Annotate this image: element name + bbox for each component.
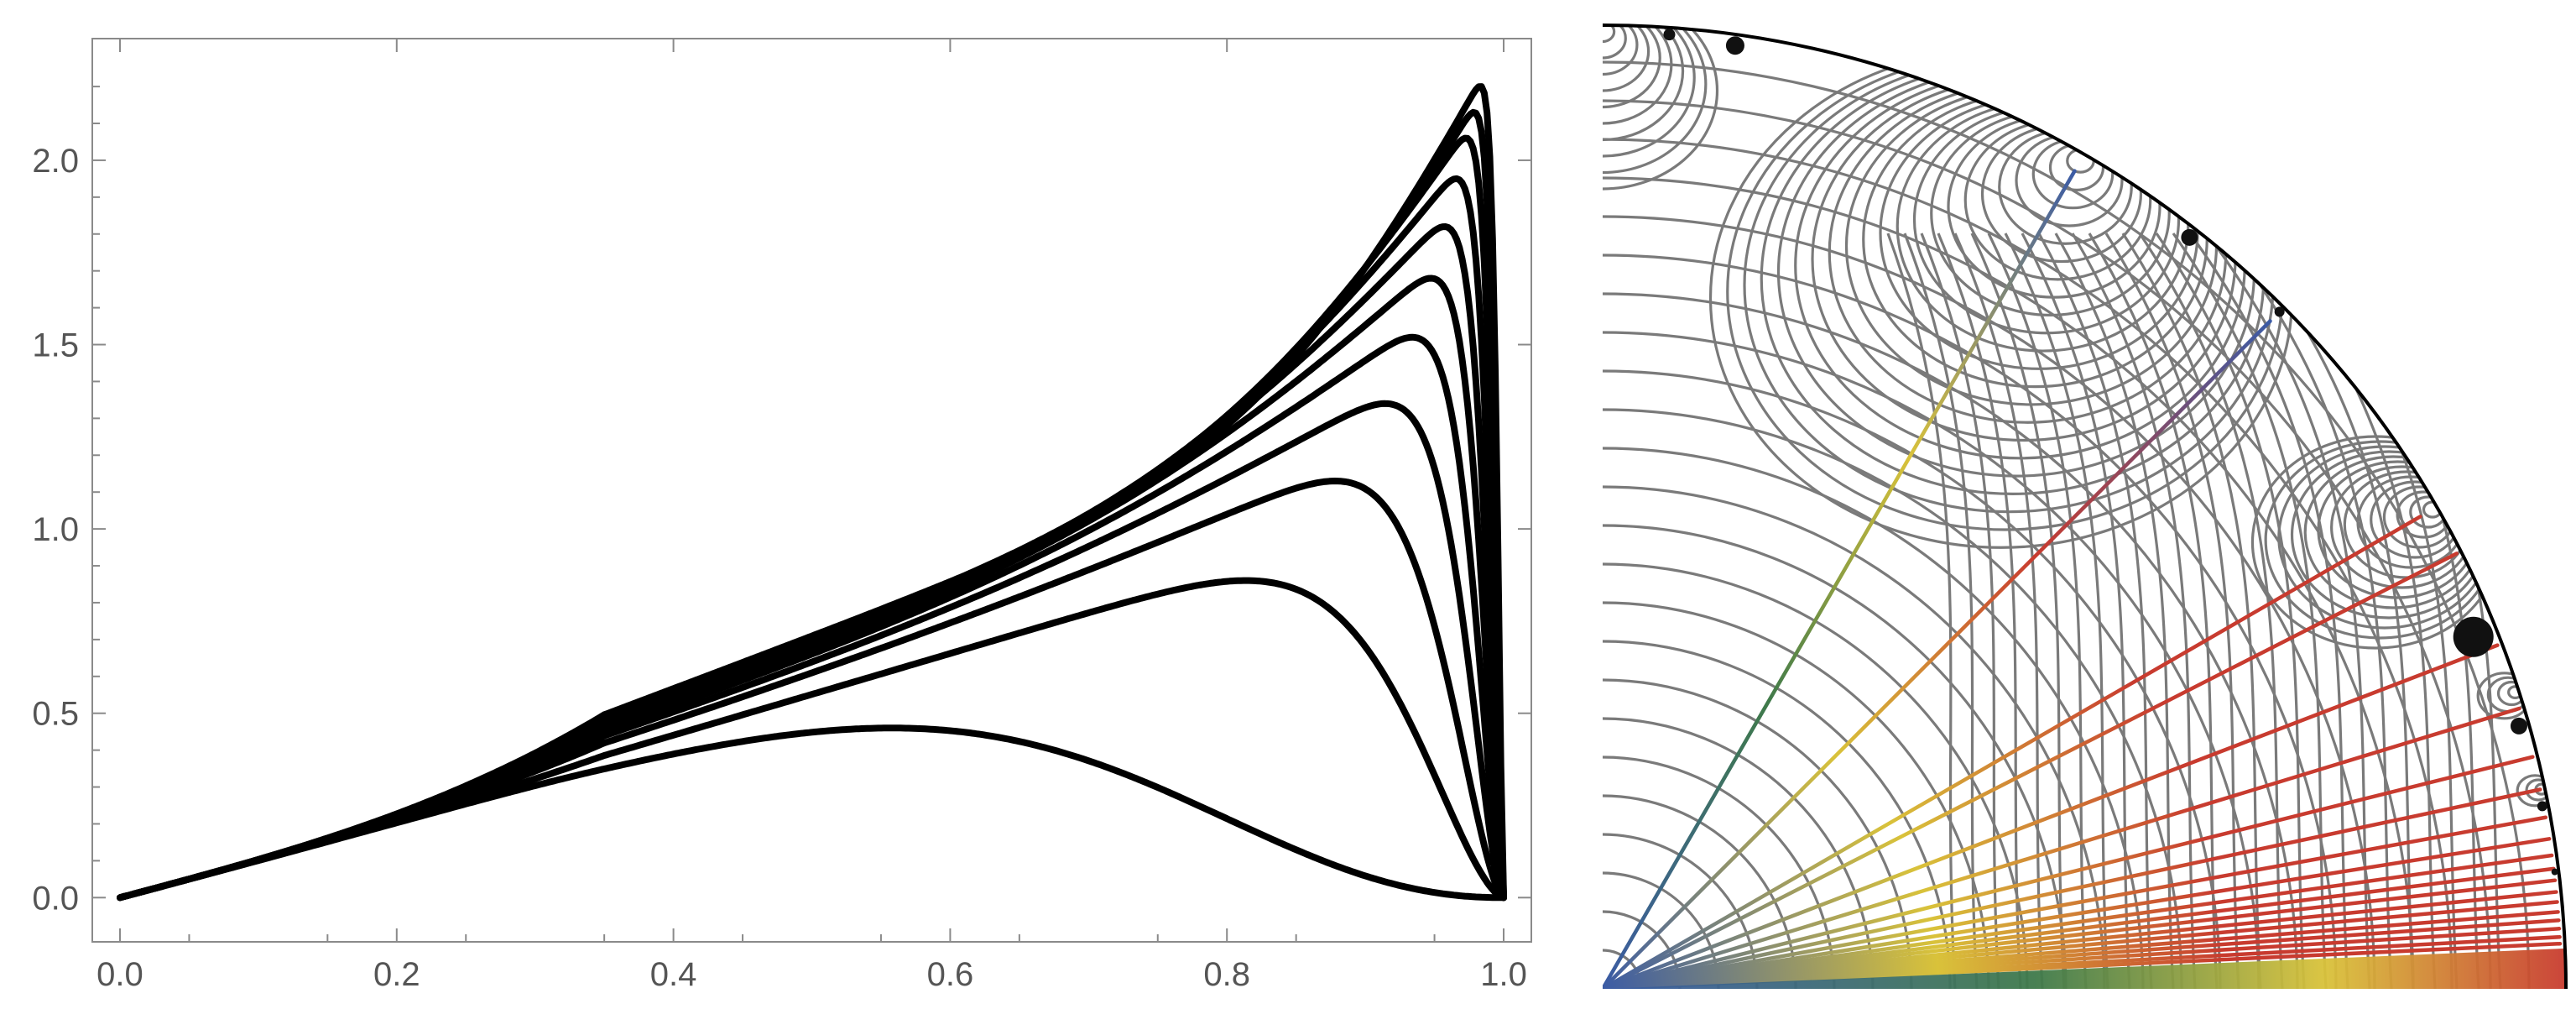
colored-rays <box>1603 169 2563 989</box>
contour-line <box>1603 25 1661 109</box>
boundary-dot <box>2181 228 2198 246</box>
x-tick-label: 0.2 <box>373 956 420 993</box>
x-tick-label: 0.8 <box>1203 956 1250 993</box>
curve-series <box>117 83 1507 902</box>
contour-line <box>1603 25 1627 60</box>
contour-line <box>2021 233 2131 989</box>
y-tick-label: 0.5 <box>32 696 79 733</box>
contour-line <box>2239 233 2415 989</box>
contour-line <box>1603 25 1719 191</box>
y-axis-ticks: 0.0 0.5 1.0 1.5 2.0 <box>32 86 1531 917</box>
colored-ray <box>1603 319 2272 989</box>
x-tick-label: 0.4 <box>650 956 697 993</box>
contour-line <box>2205 233 2371 989</box>
curve-line <box>117 724 1507 902</box>
y-tick-label: 0.0 <box>32 880 79 917</box>
y-tick-label: 2.0 <box>32 143 79 180</box>
boundary-dots <box>1663 29 2558 876</box>
contour-lines <box>1603 25 2554 989</box>
boundary-dot <box>2551 868 2558 876</box>
curve-line <box>117 83 1507 902</box>
x-axis-ticks: 0.0 0.2 0.4 0.6 0.8 1.0 <box>96 39 1527 993</box>
boundary-dot <box>2453 616 2494 657</box>
contour-line <box>2172 233 2328 989</box>
contour-line <box>1903 233 1979 989</box>
contour-line <box>2155 233 2306 989</box>
quarter-circle-boundary <box>1602 24 2568 990</box>
contour-line <box>1603 25 1616 44</box>
contour-line <box>1603 25 1673 125</box>
colored-ray <box>1603 837 2552 989</box>
x-tick-label: 0.6 <box>927 956 974 993</box>
x-tick-label: 0.0 <box>96 956 143 993</box>
colored-ray <box>1603 755 2535 989</box>
boundary-dot <box>2510 717 2527 735</box>
left-line-chart: 0.0 0.2 0.4 0.6 0.8 1.0 0.0 0.5 1.0 1.5 2.0 <box>32 38 1532 993</box>
boundary-dot <box>2537 801 2547 812</box>
contour-line <box>2121 233 2262 989</box>
x-tick-label: 1.0 <box>1480 956 1527 993</box>
colored-ray <box>1603 878 2558 989</box>
contour-line <box>1603 25 1696 158</box>
contour-line <box>2054 233 2175 989</box>
right-contour-plot <box>1602 24 2568 990</box>
contour-line <box>1603 25 1685 142</box>
curve-line <box>117 108 1507 902</box>
curve-line <box>117 223 1507 902</box>
contour-line <box>2037 233 2153 989</box>
colored-ray <box>1603 815 2548 989</box>
y-tick-label: 1.5 <box>32 327 79 364</box>
contour-line <box>2004 233 2109 989</box>
contour-line <box>1603 25 1639 76</box>
colored-ray <box>1603 853 2554 989</box>
boundary-dot <box>1663 29 1676 41</box>
gradient-fan <box>1603 948 2566 989</box>
colored-ray <box>1603 552 2459 989</box>
contour-line <box>2071 233 2197 989</box>
curve-line <box>117 175 1507 902</box>
contour-line <box>1920 233 2000 989</box>
colored-ray <box>1603 866 2556 989</box>
y-tick-label: 1.0 <box>32 511 79 548</box>
colored-ray <box>1603 787 2542 989</box>
colored-ray <box>1603 169 2077 989</box>
contour-line <box>1886 233 1957 989</box>
boundary-dot <box>2274 306 2285 317</box>
contour-line <box>1970 233 2066 989</box>
contour-line <box>1987 233 2088 989</box>
colored-ray <box>1603 643 2500 989</box>
contour-line <box>2104 233 2240 989</box>
curve-line <box>117 134 1507 902</box>
plot-frame <box>91 38 1532 943</box>
contour-line <box>1603 25 1708 175</box>
boundary-dot <box>1725 36 1744 55</box>
contour-line <box>1603 25 1650 92</box>
contour-line <box>2188 233 2349 989</box>
colored-ray <box>1603 941 2563 989</box>
contour-line <box>1953 233 2044 989</box>
curve-line <box>117 333 1507 902</box>
colored-ray <box>1603 706 2521 989</box>
contour-line <box>2088 233 2219 989</box>
colored-ray <box>1603 515 2422 989</box>
